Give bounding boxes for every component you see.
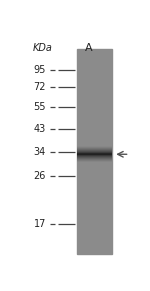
Text: 55: 55 [33,102,46,112]
Text: 26: 26 [33,171,46,181]
Text: 17: 17 [33,219,46,228]
Text: A: A [85,42,92,53]
Text: 34: 34 [34,147,46,157]
Bar [77,49,112,254]
Text: 72: 72 [33,82,46,92]
Text: KDa: KDa [33,42,53,53]
Text: 43: 43 [34,124,46,134]
Text: 95: 95 [33,65,46,74]
